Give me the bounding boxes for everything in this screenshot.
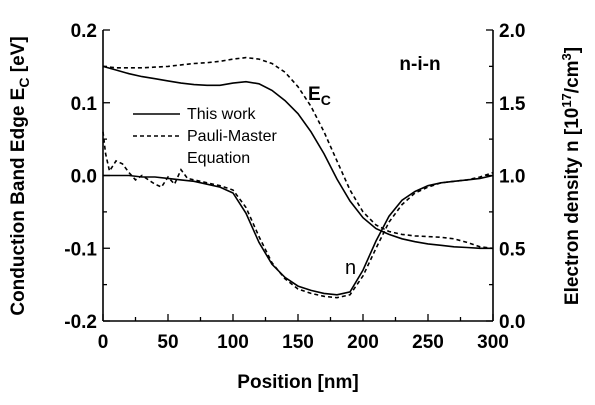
x-tick-label: 100 (217, 332, 249, 353)
x-tick-label: 0 (98, 332, 109, 353)
legend: This work Pauli-Master Equation (133, 106, 277, 167)
n-this-work-line (103, 174, 494, 296)
y-left-title-unit: [eV] (8, 36, 29, 77)
y-right-tick-label: 1.5 (499, 94, 526, 115)
x-tick-label: 150 (282, 332, 314, 353)
x-tick-label: 300 (477, 332, 509, 353)
y-right-tick-label: 0.0 (499, 312, 525, 333)
ec-label-main: E (308, 84, 321, 105)
y-right-title-mid: /cm (562, 60, 583, 93)
y-left-tick-label: -0.2 (64, 312, 97, 333)
y-left-tick-label: 0.2 (71, 21, 97, 42)
x-axis-title: Position [nm] (237, 372, 358, 393)
ec-label-sub: C (321, 92, 331, 108)
legend-label-pme-line1: Pauli-Master (187, 128, 277, 145)
y-left-tick-label: -0.1 (64, 239, 97, 260)
ec-this-work-line (102, 65, 493, 250)
y-left-tick-label: 0.1 (71, 94, 98, 115)
legend-label-this-work: This work (187, 106, 256, 123)
ec-curve-label: EC (308, 84, 331, 108)
y-right-title-sup2: 3 (559, 53, 574, 60)
y-right-tick-label: 2.0 (499, 21, 525, 42)
legend-label-pme-line2: Equation (187, 150, 250, 167)
x-tick-label: 50 (157, 332, 178, 353)
ticks-layer: 0 50 100 150 200 250 300 -0.2 -0.1 0.0 0.1 0.2 0.0 0.… (64, 21, 526, 353)
series-layer (102, 56, 494, 299)
y-right-title-sup1: 17 (559, 93, 574, 107)
device-label: n-i-n (399, 54, 440, 75)
x-tick-label: 200 (347, 332, 379, 353)
x-tick-label: 250 (412, 332, 444, 353)
y-right-title-main: Electron density n [10 (562, 108, 583, 305)
y-right-title-end: ] (562, 47, 583, 53)
y-left-axis-title: Conduction Band Edge EC [eV] (8, 36, 32, 315)
y-left-tick-label: 0.0 (71, 167, 97, 188)
ec-pauli-master-line (102, 56, 494, 250)
n-curve-label: n (345, 257, 356, 279)
y-left-title-main: Conduction Band Edge E (8, 88, 29, 316)
y-right-axis-title: Electron density n [1017/cm3] (559, 47, 583, 305)
y-left-title-sub: C (16, 78, 32, 88)
n-pauli-master-line (102, 131, 494, 299)
y-right-tick-label: 0.5 (499, 239, 526, 260)
y-right-tick-label: 1.0 (499, 167, 525, 188)
